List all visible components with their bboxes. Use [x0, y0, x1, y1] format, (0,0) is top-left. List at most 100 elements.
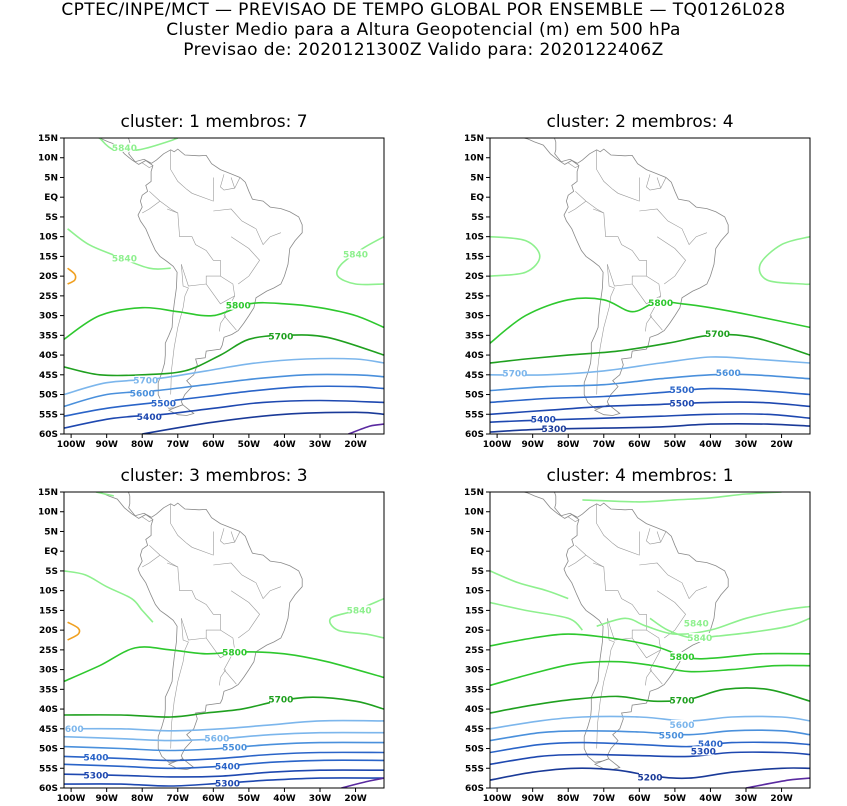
- contour-label-bg: [706, 329, 729, 339]
- contour-line: [490, 401, 810, 416]
- contour-line: [64, 301, 384, 340]
- contour-label-bg: [113, 253, 136, 263]
- lat-label: 20S: [465, 626, 484, 636]
- contour-label-bg: [543, 423, 565, 433]
- contour-label-bg: [503, 368, 526, 378]
- contour-label-bg: [269, 331, 292, 341]
- contour-line: [490, 333, 810, 364]
- lat-label: 10N: [464, 154, 484, 164]
- lon-label: 60W: [202, 440, 225, 450]
- contour-line: [348, 423, 384, 434]
- contour-line: [490, 687, 810, 714]
- contour-label: 5700: [705, 330, 730, 340]
- contour-line: [142, 411, 384, 434]
- country-border: [568, 554, 587, 568]
- contour-line: [64, 570, 154, 623]
- country-border: [607, 618, 633, 641]
- lon-label: 30W: [309, 440, 332, 450]
- country-border: [575, 545, 604, 568]
- contour-line: [490, 570, 569, 600]
- header: CPTEC/INPE/MCT — PREVISAO DE TEMPO GLOBA…: [0, 0, 847, 60]
- lat-label: 15S: [465, 606, 484, 616]
- lat-label: 5S: [45, 567, 58, 577]
- lat-label: 55S: [465, 410, 484, 420]
- contour-label-bg: [85, 752, 107, 762]
- contour-label: 5840: [687, 634, 712, 644]
- country-border: [220, 174, 236, 191]
- lon-label: 40W: [273, 794, 296, 804]
- country-border: [645, 669, 653, 686]
- contour-label: 5700: [502, 370, 527, 380]
- contour-label-bg: [671, 651, 693, 661]
- country-border: [568, 162, 580, 168]
- lon-label: 90W: [521, 440, 544, 450]
- contour-line: [490, 387, 810, 404]
- lon-label: 50W: [664, 794, 687, 804]
- country-border: [166, 562, 237, 685]
- country-border: [660, 531, 667, 543]
- contour-label: 5400: [698, 740, 723, 750]
- contour-label-bg: [692, 746, 715, 756]
- map-frame: [489, 491, 811, 789]
- island: [162, 473, 183, 481]
- contour-line: [67, 621, 81, 641]
- country-border: [149, 191, 178, 214]
- lon-label: 60W: [628, 440, 651, 450]
- country-border: [213, 562, 282, 600]
- contour-line: [341, 777, 384, 788]
- contour-line: [582, 492, 782, 503]
- lat-label: 15N: [38, 488, 58, 498]
- lon-label: 50W: [664, 440, 687, 450]
- contour-label: 5600: [204, 735, 229, 745]
- country-border: [230, 590, 260, 639]
- lat-label: 5N: [470, 173, 484, 183]
- panel-cluster-4: cluster: 4 membros: 1 5840 5840 5800 5700 56…: [440, 466, 840, 806]
- lat-label: 35S: [465, 685, 484, 695]
- contour-line: [67, 267, 77, 285]
- contour-line: [64, 719, 384, 732]
- country-border: [170, 264, 189, 395]
- lat-label: 10S: [465, 233, 484, 243]
- country-border: [219, 315, 227, 332]
- contour-line: [490, 235, 541, 277]
- lat-label: 5S: [471, 567, 484, 577]
- lat-label: 60S: [39, 784, 58, 794]
- contour-label: 5800: [226, 302, 251, 312]
- country-border: [575, 191, 604, 214]
- contour-label-bg: [348, 605, 371, 615]
- lat-label: EQ: [470, 193, 484, 203]
- lon-label: 20W: [344, 794, 367, 804]
- lat-label: 40S: [39, 705, 58, 715]
- contour-line: [64, 373, 384, 408]
- lat-label: EQ: [44, 193, 58, 203]
- contour-label: 5300: [541, 425, 566, 435]
- contour-line: [649, 617, 810, 640]
- lat-label: 45S: [465, 725, 484, 735]
- contour-label-bg: [671, 695, 693, 705]
- contour-label: 5800: [648, 299, 673, 309]
- contour-label: 5840: [684, 619, 709, 629]
- contour-line: [99, 138, 179, 152]
- contour-line: [490, 751, 810, 766]
- lon-label: 100W: [483, 440, 512, 450]
- contour-label-bg: [660, 730, 683, 740]
- contour-line: [745, 777, 810, 788]
- island: [588, 119, 609, 127]
- header-dates: Previsao de: 2020121300Z Valido para: 20…: [183, 40, 664, 60]
- contour-label-bg: [85, 770, 107, 780]
- lat-label: 30S: [465, 312, 484, 322]
- country-border: [568, 516, 580, 522]
- country-border: [170, 149, 214, 202]
- contour-label: 5500: [222, 744, 247, 754]
- island: [124, 106, 162, 118]
- lat-label: 40S: [465, 351, 484, 361]
- country-border: [142, 516, 154, 522]
- country-border: [656, 590, 686, 639]
- country-border: [170, 618, 189, 749]
- lon-label: 80W: [557, 794, 580, 804]
- map-svg: 5840580057005600560055005400540053005300…: [38, 473, 385, 804]
- contour-line: [490, 715, 810, 730]
- contour-label: 5840: [112, 144, 137, 154]
- lat-label: 60S: [39, 430, 58, 440]
